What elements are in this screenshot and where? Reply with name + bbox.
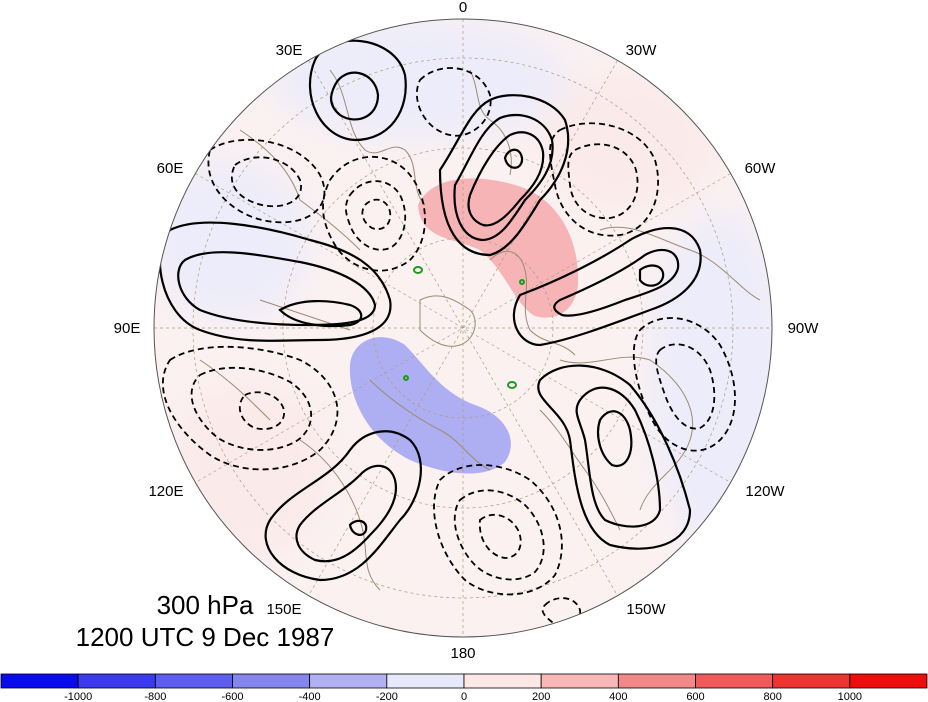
lon-label-30e: 30E xyxy=(276,42,303,59)
negative-contours xyxy=(161,67,736,627)
colorbar-label: 1000 xyxy=(838,691,862,702)
colorbar-label: 800 xyxy=(763,691,781,702)
map-border xyxy=(153,18,773,638)
colorbar-label: 200 xyxy=(532,691,550,702)
colorbar-box xyxy=(617,673,696,689)
colorbar-box xyxy=(154,673,233,689)
lon-label-90e: 90E xyxy=(114,320,141,337)
colorbar-label: 600 xyxy=(686,691,704,702)
colorbar-label: -1000 xyxy=(64,691,92,702)
lon-label-180: 180 xyxy=(450,645,475,662)
weak-anomaly-fills xyxy=(154,20,772,560)
positive-contours xyxy=(158,39,702,582)
colorbar-box xyxy=(463,673,542,689)
colorbar-box xyxy=(695,673,774,689)
lon-label-120w: 120W xyxy=(745,483,785,500)
colorbar-label: -200 xyxy=(376,691,398,702)
lon-label-150w: 150W xyxy=(626,601,666,618)
colorbar-label: 0 xyxy=(461,691,467,702)
green-markers xyxy=(403,266,525,389)
colorbar-box xyxy=(232,673,311,689)
map-disk xyxy=(154,19,772,637)
colorbar: -1000 -800 -600 -400 -200 0 200 400 600 800 1000 xyxy=(0,673,928,702)
colorbar-label: -400 xyxy=(299,691,321,702)
caption-time: 1200 UTC 9 Dec 1987 xyxy=(75,622,335,652)
lon-label-60w: 60W xyxy=(745,160,777,177)
lon-label-120e: 120E xyxy=(148,483,183,500)
lat-lon-grid xyxy=(154,19,772,637)
lon-label-30w: 30W xyxy=(626,42,658,59)
lon-label-150e: 150E xyxy=(266,601,301,618)
colorbar-box xyxy=(309,673,388,689)
polar-map: 0 30E 30W 60E 60W 90E 90W 120E 120W 150E… xyxy=(114,0,820,662)
colorbar-label: -800 xyxy=(144,691,166,702)
caption-level: 300 hPa xyxy=(156,590,254,620)
colorbar-box xyxy=(772,673,851,689)
colorbar-label: -600 xyxy=(221,691,243,702)
colorbar-label: 400 xyxy=(609,691,627,702)
colorbar-box xyxy=(540,673,619,689)
positive-anomaly-fill xyxy=(418,178,579,318)
colorbar-labels: -1000 -800 -600 -400 -200 0 200 400 600 800 1000 xyxy=(64,691,862,702)
negative-anomaly-fill xyxy=(349,337,511,474)
lon-label-90w: 90W xyxy=(788,320,820,337)
lon-label-0: 0 xyxy=(459,0,467,16)
colorbar-boxes xyxy=(0,673,928,689)
longitude-labels: 0 30E 30W 60E 60W 90E 90W 120E 120W 150E… xyxy=(114,0,820,662)
colorbar-box xyxy=(849,673,928,689)
colorbar-box xyxy=(386,673,465,689)
colorbar-box xyxy=(77,673,156,689)
lon-label-60e: 60E xyxy=(157,160,184,177)
colorbar-box xyxy=(0,673,79,689)
